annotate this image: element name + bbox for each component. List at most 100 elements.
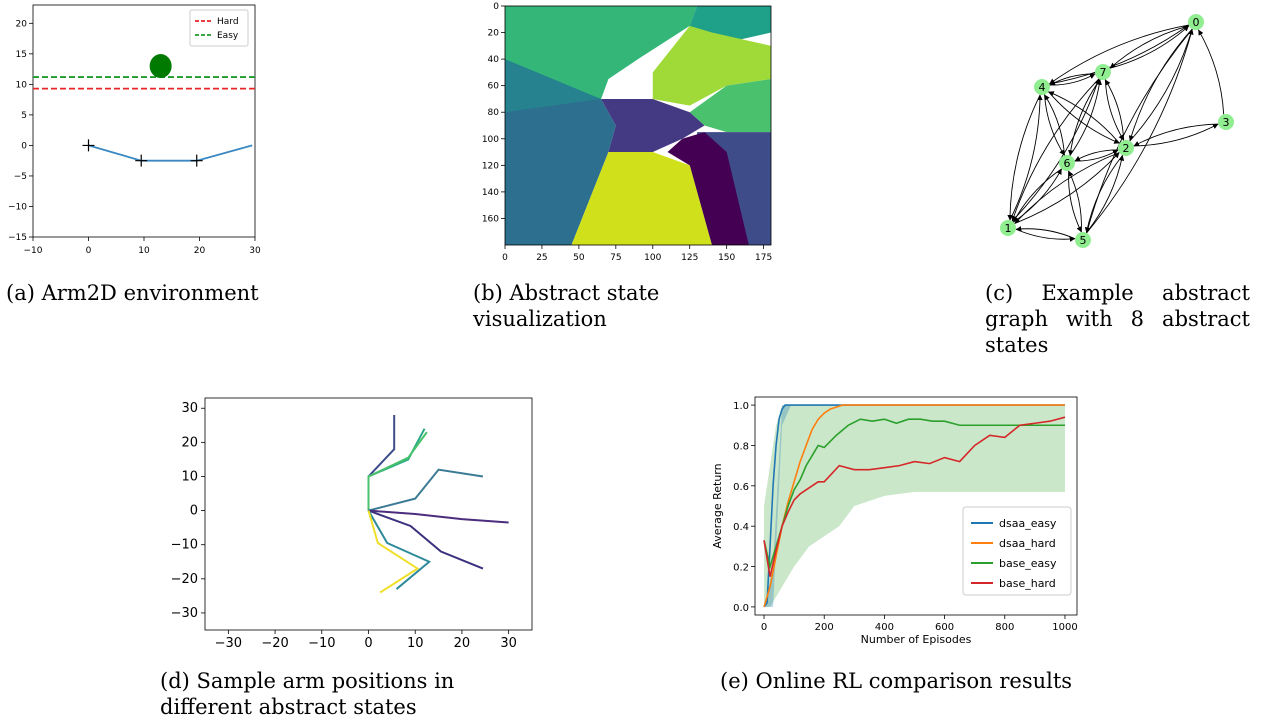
edge-1-4	[1009, 94, 1043, 221]
arm-series-0	[367, 415, 396, 511]
node-label-3: 3	[1223, 116, 1230, 129]
x-axis-label: Number of Episodes	[861, 633, 972, 646]
edge-0-5	[1085, 28, 1193, 234]
state-region-3	[652, 25, 771, 106]
edge-2-5	[1084, 154, 1123, 233]
arm-joint	[135, 154, 148, 167]
axes-frame	[504, 5, 772, 246]
node-label-5: 5	[1080, 234, 1087, 247]
series-base_easy	[763, 418, 1065, 570]
edge-7-0	[1109, 25, 1190, 69]
y-tick-label: 60	[488, 82, 500, 92]
dsaa-easy-band	[764, 405, 792, 607]
y-tick-label: 20	[16, 19, 28, 29]
y-tick-label: −10	[8, 202, 27, 212]
edge-1-7	[1011, 78, 1100, 222]
legend-label: base_easy	[999, 557, 1057, 570]
y-tick-label: 20	[181, 435, 198, 450]
node-4	[1034, 79, 1050, 95]
x-tick-label: 0	[761, 622, 767, 633]
x-tick-label: 20	[454, 636, 471, 651]
node-label-2: 2	[1123, 142, 1130, 155]
node-label-1: 1	[1005, 222, 1012, 235]
series-base_hard	[763, 416, 1066, 577]
x-tick-label: −20	[261, 636, 288, 651]
y-tick-label: 10	[181, 469, 198, 484]
edge-4-7	[1049, 73, 1096, 86]
x-tick-label: 400	[875, 622, 894, 633]
x-tick-label: 100	[644, 253, 661, 263]
x-tick-label: 800	[995, 622, 1014, 633]
node-label-7: 7	[1100, 66, 1107, 79]
state-region-6	[601, 98, 705, 153]
legend-label: dsaa_hard	[999, 537, 1056, 550]
edge-7-1	[1011, 78, 1100, 222]
y-axis-label: Average Return	[711, 463, 724, 548]
y-tick-label: 30	[181, 401, 198, 416]
x-tick-label: 1000	[1052, 622, 1077, 633]
arm-series-2	[367, 431, 428, 511]
edge-2-4	[1048, 91, 1120, 144]
node-0	[1188, 14, 1204, 30]
arm2d-plot: −10 0 10 20 30 −15 −10 −5 0 5 10 15 20 Hard Easy	[8, 4, 261, 256]
edge-2-6	[1074, 149, 1119, 162]
node-label-6: 6	[1064, 157, 1071, 170]
node-1	[1000, 220, 1016, 236]
x-tick-label: 0	[86, 246, 92, 256]
x-tick-label: 0	[364, 636, 372, 651]
caption-c: (c) Example abstract graph with 8 abstra…	[985, 281, 1250, 357]
node-label-4: 4	[1039, 81, 1046, 94]
y-tick-label: 160	[482, 214, 499, 224]
edge-5-1	[1015, 226, 1076, 240]
edge-3-0	[1197, 29, 1225, 115]
x-tick-label: 175	[755, 253, 772, 263]
edge-3-2	[1133, 123, 1219, 147]
edge-2-1	[1014, 152, 1120, 224]
goal-circle	[149, 54, 172, 79]
y-tick-label: 0.4	[733, 522, 749, 533]
base-easy-band	[764, 405, 1065, 607]
arm-line	[88, 144, 253, 162]
arm-series-5	[368, 509, 484, 570]
y-tick-label: 120	[482, 161, 499, 171]
edge-1-5	[1015, 228, 1076, 242]
y-tick-label: 1.0	[733, 401, 749, 412]
legend-label: Easy	[217, 31, 239, 41]
edge-0-7	[1109, 25, 1190, 69]
edge-2-0	[1129, 28, 1194, 142]
edge-4-6	[1044, 94, 1065, 156]
edge-0-4	[1049, 24, 1189, 85]
edge-6-7	[1069, 79, 1102, 156]
state-region-8	[667, 132, 749, 245]
x-tick-label: 0	[502, 253, 508, 263]
y-tick-label: 15	[16, 50, 27, 60]
y-tick-label: 0	[190, 504, 198, 519]
legend-box	[962, 506, 1072, 596]
state-region-5	[505, 98, 616, 245]
rl-comparison-plot: 0 200 400 600 800 1000 0.0 0.2 0.4 0.6 0.8 1.0 Numbe…	[711, 396, 1078, 646]
arm-joint	[82, 139, 95, 152]
y-tick-label: 140	[482, 188, 499, 198]
x-tick-label: 10	[138, 246, 150, 256]
state-region-4	[689, 79, 771, 133]
legend-label: Hard	[217, 17, 239, 27]
legend-label: dsaa_easy	[999, 517, 1057, 530]
arm-series-6	[367, 510, 432, 590]
y-tick-label: −20	[171, 572, 198, 587]
x-tick-label: 30	[500, 636, 517, 651]
abstract-graph: 0 1 2 3 4 5 6 7	[1000, 14, 1234, 248]
x-tick-label: 10	[407, 636, 424, 651]
y-tick-label: 10	[16, 80, 28, 90]
caption-e: (e) Online RL comparison results	[720, 669, 1073, 693]
y-tick-label: 20	[488, 29, 500, 39]
x-tick-label: 50	[573, 253, 585, 263]
x-tick-label: −10	[24, 246, 43, 256]
legend-box	[189, 9, 249, 47]
y-tick-label: −30	[171, 606, 198, 621]
caption-a: (a) Arm2D environment	[6, 281, 259, 305]
x-tick-label: 200	[815, 622, 834, 633]
arm-series-7	[367, 510, 420, 594]
state-region-1	[505, 59, 602, 113]
node-label-0: 0	[1193, 16, 1200, 29]
arm-positions-plot: −30 −20 −10 0 10 20 30 −30 −20 −10 0 10 20 30	[171, 397, 533, 651]
